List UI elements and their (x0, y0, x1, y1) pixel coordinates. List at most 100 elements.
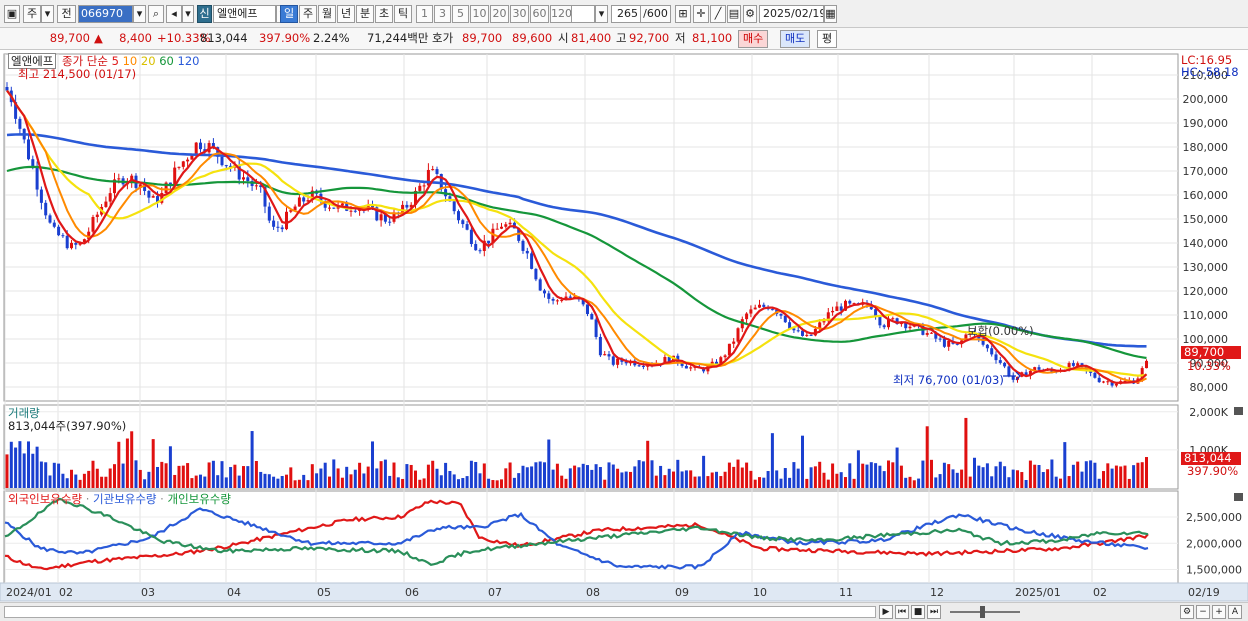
period-button-2[interactable]: 월 (318, 5, 336, 23)
candle-body (104, 201, 108, 207)
price-legend: 엘앤에프 종가 단순 5 10 20 60 120 (8, 53, 199, 69)
period-button-3[interactable]: 년 (337, 5, 355, 23)
volume-bar (125, 438, 129, 488)
candle-body (74, 242, 78, 245)
prefix-button[interactable]: 전 (57, 5, 76, 23)
interval-custom-input[interactable] (571, 5, 595, 23)
volume-bar (396, 477, 400, 488)
period-button-6[interactable]: 틱 (394, 5, 412, 23)
volume-bar (882, 471, 886, 488)
scroll-stop-icon[interactable]: ■ (911, 605, 925, 619)
candle-body (508, 222, 512, 225)
interval-button-0[interactable]: 1 (416, 5, 433, 23)
interval-button-5[interactable]: 30 (510, 5, 529, 23)
candle-body (551, 298, 555, 301)
candle-body (736, 328, 740, 342)
draw-tool-icon[interactable]: ╱ (710, 5, 726, 23)
volume-bar (328, 476, 331, 488)
chevron-down-icon[interactable]: ▾ (182, 5, 194, 23)
price-tick-label: 80,000 (1190, 381, 1229, 394)
volume-bar (745, 462, 749, 488)
candle-body (143, 184, 147, 191)
volume-bar (891, 462, 895, 488)
volume-bar (138, 469, 142, 488)
crosshair-icon[interactable]: ✛ (693, 5, 709, 23)
interval-button-3[interactable]: 10 (470, 5, 489, 23)
lc-value: LC:16.95 (1181, 53, 1233, 67)
mode-select[interactable]: 주 (23, 5, 41, 23)
interval-button-1[interactable]: 3 (434, 5, 451, 23)
candle-body (749, 309, 753, 314)
calendar-icon[interactable]: ▦ (824, 5, 837, 23)
zoom-slider[interactable] (950, 611, 1020, 613)
chevron-down-icon[interactable]: ▾ (133, 5, 146, 23)
interval-button-4[interactable]: 20 (490, 5, 509, 23)
chart-canvas[interactable]: 210,000 200,000 190,000 180,000 170,000 160,0… (0, 50, 1248, 602)
zoom-in-icon[interactable]: + (1212, 605, 1226, 619)
scroll-start-icon[interactable]: ⏮ (895, 605, 909, 619)
candle-type-icon[interactable]: ⊞ (675, 5, 691, 23)
volume-bar (1110, 468, 1114, 488)
candle-body (826, 312, 830, 322)
candle-body (1011, 375, 1015, 380)
candle-body (431, 169, 435, 171)
candle-body (91, 217, 95, 232)
volume-bar (1041, 472, 1045, 488)
volume-bar (848, 463, 852, 488)
candle-body (65, 235, 69, 249)
speaker-icon[interactable]: ◂ (166, 5, 182, 23)
candle-body (1106, 381, 1110, 383)
evaluate-button[interactable]: 평 (817, 30, 838, 48)
candle-body (220, 156, 224, 166)
stock-code-input[interactable]: 066970 (78, 5, 133, 23)
window-icon[interactable]: ▣ (4, 5, 20, 23)
scroll-end-icon[interactable]: ⏭ (927, 605, 941, 619)
stock-name-field[interactable]: 엘앤에프 (213, 5, 276, 23)
zoom-slider-handle[interactable] (980, 606, 985, 618)
volume-bar (229, 467, 233, 488)
sell-button[interactable]: 매도 (780, 30, 811, 48)
period-button-5[interactable]: 초 (375, 5, 393, 23)
interval-button-2[interactable]: 5 (452, 5, 469, 23)
candle-body (641, 365, 645, 367)
save-icon[interactable]: ▤ (727, 5, 741, 23)
tools-icon[interactable]: ⚙ (1180, 605, 1194, 619)
count-input[interactable]: 265 (611, 5, 641, 23)
candle-body (1003, 362, 1007, 367)
interval-button-7[interactable]: 120 (550, 5, 572, 23)
interval-button-6[interactable]: 60 (530, 5, 549, 23)
candle-body (237, 165, 241, 180)
search-icon[interactable]: ⌕ (148, 5, 164, 23)
change-percent: +10.33% (157, 31, 211, 45)
volume-bar (693, 476, 697, 488)
period-button-1[interactable]: 주 (299, 5, 317, 23)
volume-bar (925, 426, 929, 488)
volume-bar (95, 468, 99, 488)
volume-bar (422, 478, 426, 488)
scroll-right-icon[interactable]: ▶ (879, 605, 893, 619)
volume-bar (831, 463, 835, 488)
chevron-down-icon[interactable]: ▾ (41, 5, 54, 23)
period-button-4[interactable]: 분 (356, 5, 374, 23)
font-size-icon[interactable]: A (1228, 605, 1242, 619)
zoom-out-icon[interactable]: − (1196, 605, 1210, 619)
candle-body (246, 177, 250, 182)
ratio-tag: 397.90% (1187, 464, 1239, 478)
candle-body (186, 159, 190, 162)
gear-icon[interactable]: ⚙ (743, 5, 757, 23)
date-input[interactable]: 2025/02/19 (759, 5, 824, 23)
volume-bar (869, 462, 873, 488)
ma60-label: 60 (159, 54, 174, 68)
scroll-track[interactable] (4, 606, 876, 618)
scroll-bar[interactable]: ▶ ⏮ ■ ⏭ ⚙ − + A (0, 602, 1248, 621)
volume-bar (78, 479, 82, 488)
period-button-0[interactable]: 일 (280, 5, 298, 23)
volume-bar (487, 478, 491, 488)
stock-chart[interactable]: 210,000 200,000 190,000 180,000 170,000 160,0… (0, 50, 1248, 602)
volume-bar (448, 470, 452, 488)
buy-button[interactable]: 매수 (738, 30, 769, 48)
chevron-down-icon[interactable]: ▾ (595, 5, 608, 23)
candle-body (328, 207, 331, 209)
candle-body (405, 204, 409, 208)
candle-body (414, 190, 417, 205)
